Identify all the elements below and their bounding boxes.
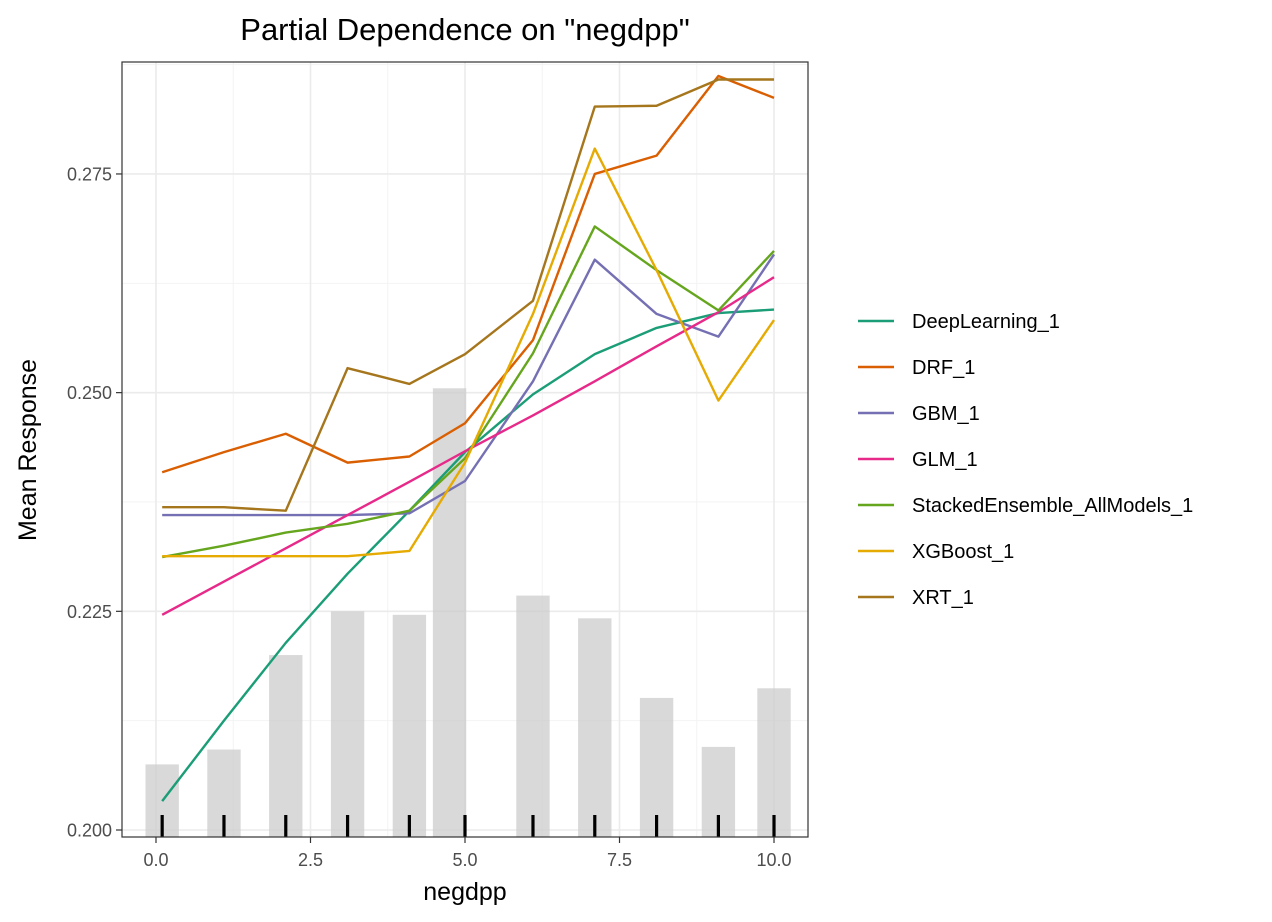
legend: DeepLearning_1 DRF_1 GBM_1 GLM_1 StackedEnse… [858,311,1193,609]
partial-dependence-chart: Partial Dependence on "negdpp" 0.0 2.5 5.0… [0,0,1272,922]
legend-item: XGBoost_1 [858,541,1014,563]
legend-item: XRT_1 [858,587,974,609]
x-tick-label: 5.0 [452,850,477,870]
y-tick-label: 0.275 [67,164,112,184]
legend-label: StackedEnsemble_AllModels_1 [912,495,1193,517]
y-tick-label: 0.225 [67,602,112,622]
histogram-bar [269,655,302,837]
plot-panel [122,62,808,837]
legend-item: GLM_1 [858,449,978,471]
histogram-bar [578,618,611,837]
legend-label: XRT_1 [912,587,974,609]
y-axis-title: Mean Response [14,359,42,541]
x-axis: 0.0 2.5 5.0 7.5 10.0 [143,837,791,870]
x-tick-label: 10.0 [756,850,791,870]
legend-item: StackedEnsemble_AllModels_1 [858,495,1193,517]
y-tick-label: 0.200 [67,821,112,841]
legend-label: DeepLearning_1 [912,311,1060,333]
y-tick-label: 0.250 [67,383,112,403]
legend-label: DRF_1 [912,357,975,379]
histogram-bar [331,611,364,837]
legend-item: DRF_1 [858,357,975,379]
x-axis-title: negdpp [423,878,506,906]
legend-item: DeepLearning_1 [858,311,1060,333]
legend-label: GBM_1 [912,403,980,425]
chart-title: Partial Dependence on "negdpp" [240,12,689,47]
x-tick-label: 0.0 [143,850,168,870]
legend-item: GBM_1 [858,403,980,425]
y-axis: 0.200 0.225 0.250 0.275 [67,164,122,840]
x-tick-label: 2.5 [298,850,323,870]
legend-label: XGBoost_1 [912,541,1014,563]
histogram-bar [393,615,426,837]
histogram-bar [516,596,549,837]
x-tick-label: 7.5 [607,850,632,870]
histogram-bar [757,688,790,837]
legend-label: GLM_1 [912,449,978,471]
